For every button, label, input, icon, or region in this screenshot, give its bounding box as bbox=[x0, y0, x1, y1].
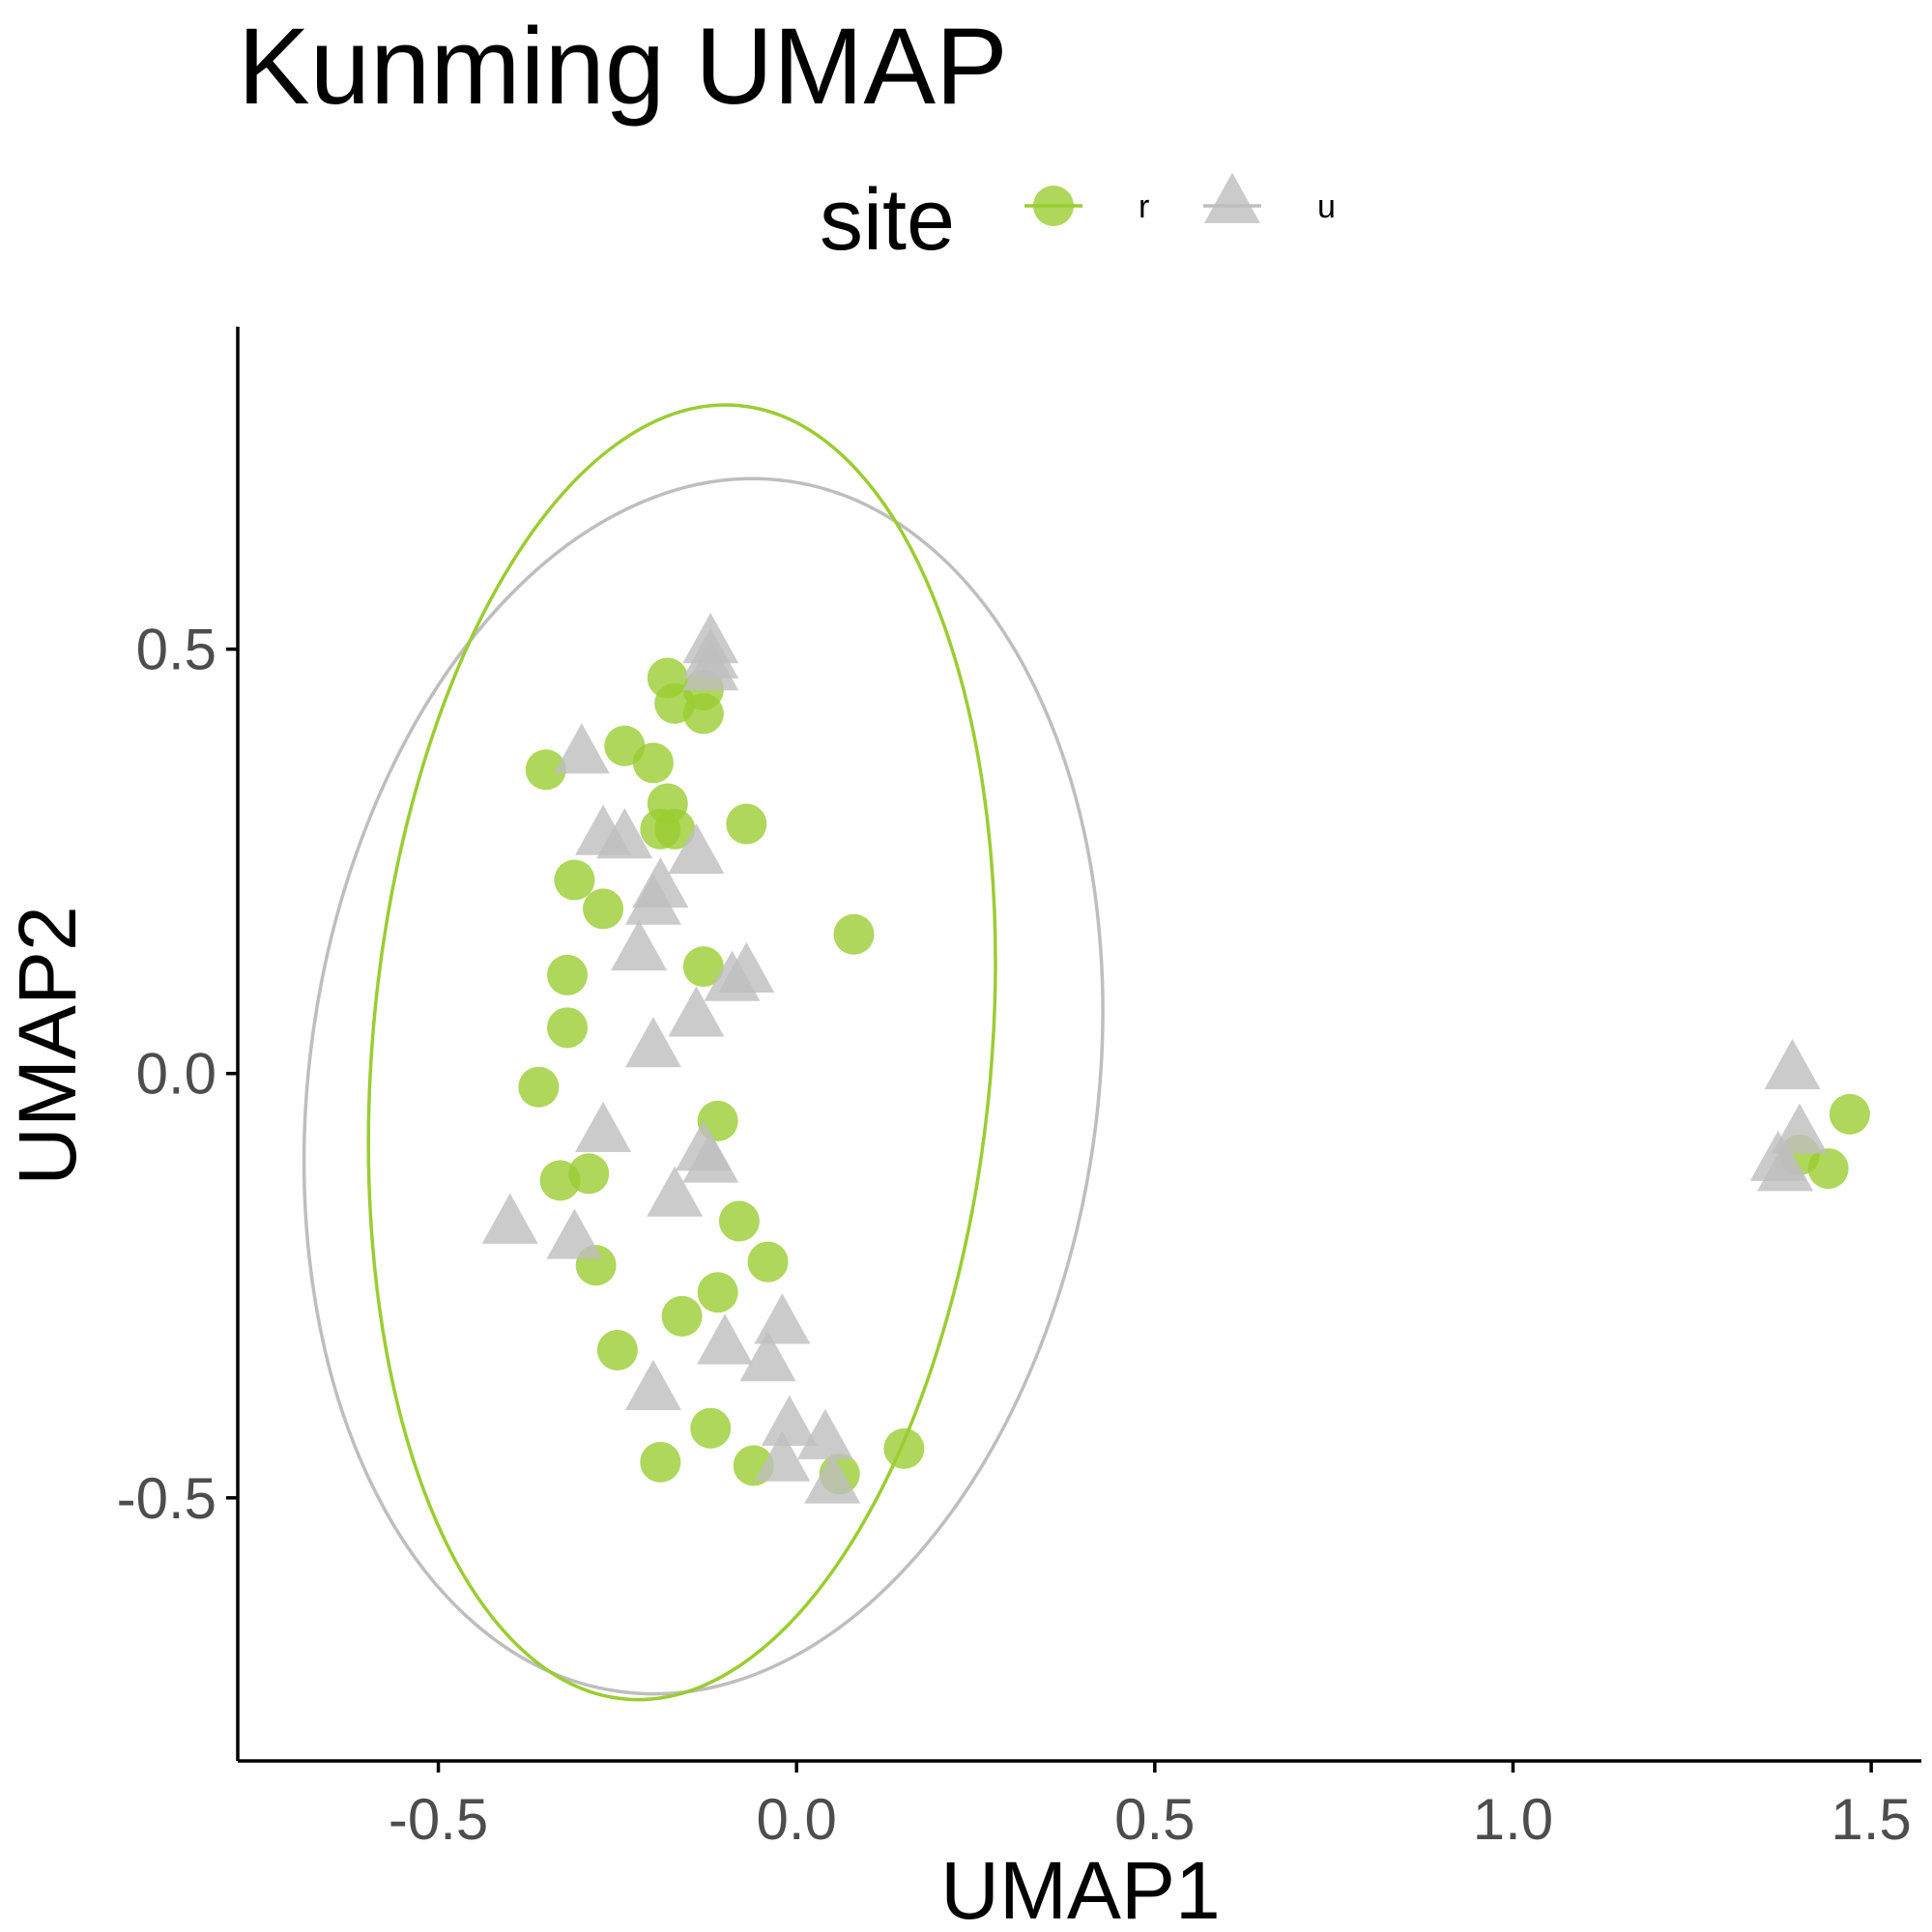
point-u bbox=[754, 1430, 811, 1482]
y-axis-ticks: -0.5 0.0 0.5 bbox=[117, 618, 238, 1531]
x-tick-label: 0.5 bbox=[1114, 1787, 1195, 1852]
point-u bbox=[596, 808, 653, 859]
point-u bbox=[1764, 1038, 1821, 1090]
legend-title: site bbox=[820, 172, 955, 269]
series-r bbox=[518, 657, 1870, 1495]
confidence-ellipses bbox=[302, 403, 1105, 1702]
point-r bbox=[632, 742, 674, 784]
y-tick-label: -0.5 bbox=[117, 1466, 216, 1531]
point-r bbox=[640, 808, 681, 850]
point-r bbox=[539, 1160, 581, 1201]
point-u bbox=[647, 1166, 704, 1217]
y-tick-label: 0.0 bbox=[136, 1042, 216, 1107]
point-u bbox=[546, 1208, 603, 1259]
point-u bbox=[739, 1330, 796, 1382]
point-r bbox=[1807, 1148, 1849, 1190]
point-r bbox=[883, 1427, 925, 1469]
legend-label: r bbox=[1139, 188, 1149, 225]
point-r bbox=[546, 954, 588, 995]
point-u bbox=[611, 919, 668, 971]
ellipse-r bbox=[366, 403, 997, 1702]
point-u bbox=[1771, 1103, 1828, 1154]
point-u bbox=[624, 874, 681, 925]
point-r bbox=[682, 946, 724, 988]
x-tick-label: 0.0 bbox=[756, 1787, 836, 1852]
legend-label: u bbox=[1317, 188, 1336, 225]
point-u bbox=[624, 1359, 681, 1410]
point-r bbox=[682, 693, 724, 735]
point-r bbox=[1829, 1093, 1870, 1135]
series-u bbox=[481, 613, 1828, 1504]
point-r bbox=[661, 1295, 703, 1337]
plot-area: -0.5 0.0 0.5 1.0 1.5 -0.5 0.0 0.5 bbox=[117, 327, 1921, 1852]
point-r bbox=[596, 1329, 638, 1370]
data-points bbox=[481, 613, 1870, 1504]
point-r bbox=[554, 859, 595, 901]
point-r bbox=[525, 749, 566, 791]
point-u bbox=[668, 822, 725, 875]
point-u bbox=[761, 1395, 818, 1446]
chart-title: Kunming UMAP bbox=[238, 6, 1008, 127]
point-u bbox=[1757, 1140, 1814, 1192]
point-u bbox=[668, 986, 725, 1037]
point-r bbox=[690, 1407, 732, 1449]
legend-item-r: r bbox=[1024, 186, 1149, 226]
x-axis-ticks: -0.5 0.0 0.5 1.0 1.5 bbox=[389, 1761, 1912, 1852]
point-r bbox=[747, 1241, 789, 1283]
point-r bbox=[718, 1200, 760, 1242]
point-u bbox=[754, 1293, 811, 1344]
point-u bbox=[804, 1453, 861, 1504]
point-u bbox=[481, 1193, 538, 1244]
point-u bbox=[697, 1313, 754, 1365]
point-r bbox=[640, 1441, 681, 1483]
point-r bbox=[583, 888, 624, 930]
legend-item-u: u bbox=[1203, 172, 1336, 225]
point-u bbox=[704, 950, 761, 1001]
point-r bbox=[546, 1007, 588, 1049]
legend-key-circle bbox=[1033, 186, 1074, 226]
ellipse-u bbox=[302, 476, 1105, 1696]
point-u bbox=[553, 723, 610, 774]
point-u bbox=[624, 1017, 681, 1068]
point-u bbox=[682, 640, 739, 691]
point-r bbox=[726, 803, 767, 845]
x-axis-title: UMAP1 bbox=[940, 1845, 1220, 1932]
x-tick-label: 1.5 bbox=[1831, 1787, 1911, 1852]
y-tick-label: 0.5 bbox=[136, 618, 216, 682]
x-tick-label: 1.0 bbox=[1473, 1787, 1553, 1852]
point-r bbox=[833, 913, 875, 955]
point-u bbox=[575, 1101, 632, 1153]
point-r bbox=[697, 1272, 738, 1313]
legend-key-triangle bbox=[1204, 172, 1260, 223]
point-u bbox=[682, 1132, 739, 1183]
x-tick-label: -0.5 bbox=[389, 1787, 488, 1852]
y-axis-title: UMAP2 bbox=[2, 906, 93, 1185]
point-r bbox=[518, 1066, 560, 1108]
point-u bbox=[796, 1408, 853, 1459]
